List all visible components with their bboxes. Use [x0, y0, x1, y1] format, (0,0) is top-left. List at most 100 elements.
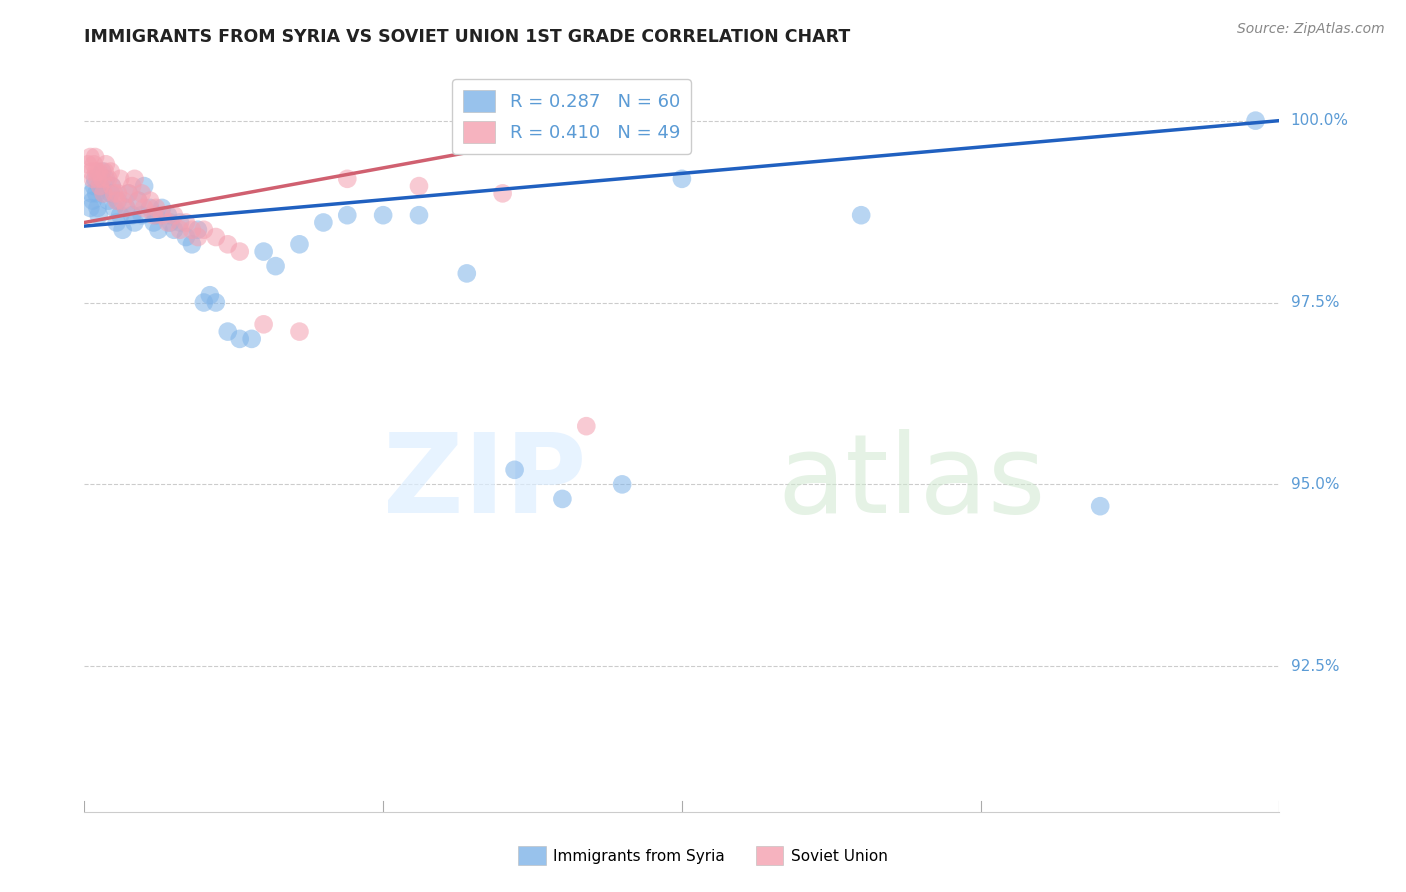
- Point: [240, 332, 263, 346]
- Point: [80, 164, 103, 178]
- Point: [86, 201, 108, 215]
- Point: [408, 179, 430, 194]
- Point: [187, 223, 209, 237]
- Point: [1090, 499, 1112, 513]
- Point: [142, 208, 165, 222]
- Point: [312, 215, 335, 229]
- Point: [229, 244, 252, 259]
- Point: [87, 164, 110, 178]
- Point: [117, 186, 139, 201]
- Point: [97, 194, 120, 208]
- Point: [83, 157, 105, 171]
- Point: [127, 194, 149, 208]
- Point: [91, 171, 114, 186]
- Point: [612, 477, 634, 491]
- Point: [115, 201, 138, 215]
- Point: [193, 223, 215, 237]
- Point: [79, 150, 101, 164]
- Point: [93, 164, 115, 178]
- Point: [198, 288, 221, 302]
- Point: [94, 171, 117, 186]
- Point: [181, 223, 204, 237]
- Legend: Immigrants from Syria, Soviet Union: Immigrants from Syria, Soviet Union: [512, 840, 894, 871]
- Point: [86, 164, 108, 178]
- Point: [94, 157, 117, 171]
- Point: [150, 208, 173, 222]
- Point: [575, 419, 598, 434]
- Text: IMMIGRANTS FROM SYRIA VS SOVIET UNION 1ST GRADE CORRELATION CHART: IMMIGRANTS FROM SYRIA VS SOVIET UNION 1S…: [84, 28, 851, 45]
- Point: [1244, 113, 1267, 128]
- Point: [159, 215, 181, 229]
- Text: 92.5%: 92.5%: [1291, 658, 1339, 673]
- Text: ZIP: ZIP: [382, 428, 586, 535]
- Legend: R = 0.287   N = 60, R = 0.410   N = 49: R = 0.287 N = 60, R = 0.410 N = 49: [451, 79, 690, 153]
- Point: [103, 186, 125, 201]
- Point: [169, 223, 191, 237]
- Point: [174, 215, 197, 229]
- Point: [139, 194, 162, 208]
- Point: [100, 186, 122, 201]
- Text: Source: ZipAtlas.com: Source: ZipAtlas.com: [1237, 22, 1385, 37]
- Point: [217, 325, 239, 339]
- Point: [82, 194, 104, 208]
- Point: [101, 179, 124, 194]
- Point: [131, 208, 153, 222]
- Point: [551, 491, 574, 506]
- Point: [82, 171, 104, 186]
- Point: [288, 237, 311, 252]
- Point: [97, 171, 120, 186]
- Point: [105, 194, 128, 208]
- Point: [456, 267, 478, 281]
- Point: [115, 201, 138, 215]
- Text: atlas: atlas: [778, 428, 1046, 535]
- Point: [103, 201, 125, 215]
- Point: [107, 194, 129, 208]
- Point: [671, 171, 693, 186]
- Point: [124, 215, 146, 229]
- Point: [79, 201, 101, 215]
- Point: [77, 157, 100, 171]
- Point: [86, 186, 108, 201]
- Point: [373, 208, 395, 222]
- Point: [132, 201, 156, 215]
- Point: [336, 208, 359, 222]
- Point: [87, 208, 110, 222]
- Point: [148, 223, 170, 237]
- Point: [503, 463, 526, 477]
- Point: [89, 179, 111, 194]
- Point: [145, 208, 167, 222]
- Point: [205, 230, 228, 244]
- Point: [145, 201, 167, 215]
- Point: [91, 164, 114, 178]
- Point: [163, 223, 186, 237]
- Point: [111, 194, 134, 208]
- Point: [181, 237, 204, 252]
- Text: 97.5%: 97.5%: [1291, 295, 1339, 310]
- Point: [157, 215, 180, 229]
- Point: [110, 171, 132, 186]
- Point: [253, 318, 276, 332]
- Point: [229, 332, 252, 346]
- Point: [121, 179, 143, 194]
- Point: [264, 259, 287, 273]
- Point: [110, 208, 132, 222]
- Point: [107, 186, 129, 201]
- Point: [93, 186, 115, 201]
- Point: [150, 201, 173, 215]
- Point: [80, 186, 103, 201]
- Point: [89, 179, 111, 194]
- Point: [132, 179, 156, 194]
- Point: [105, 215, 128, 229]
- Point: [163, 208, 186, 222]
- Point: [84, 171, 107, 186]
- Point: [121, 208, 143, 222]
- Point: [86, 171, 108, 186]
- Point: [131, 186, 153, 201]
- Point: [101, 179, 124, 194]
- Point: [851, 208, 873, 222]
- Point: [139, 201, 162, 215]
- Point: [100, 164, 122, 178]
- Point: [408, 208, 430, 222]
- Point: [111, 223, 134, 237]
- Point: [205, 295, 228, 310]
